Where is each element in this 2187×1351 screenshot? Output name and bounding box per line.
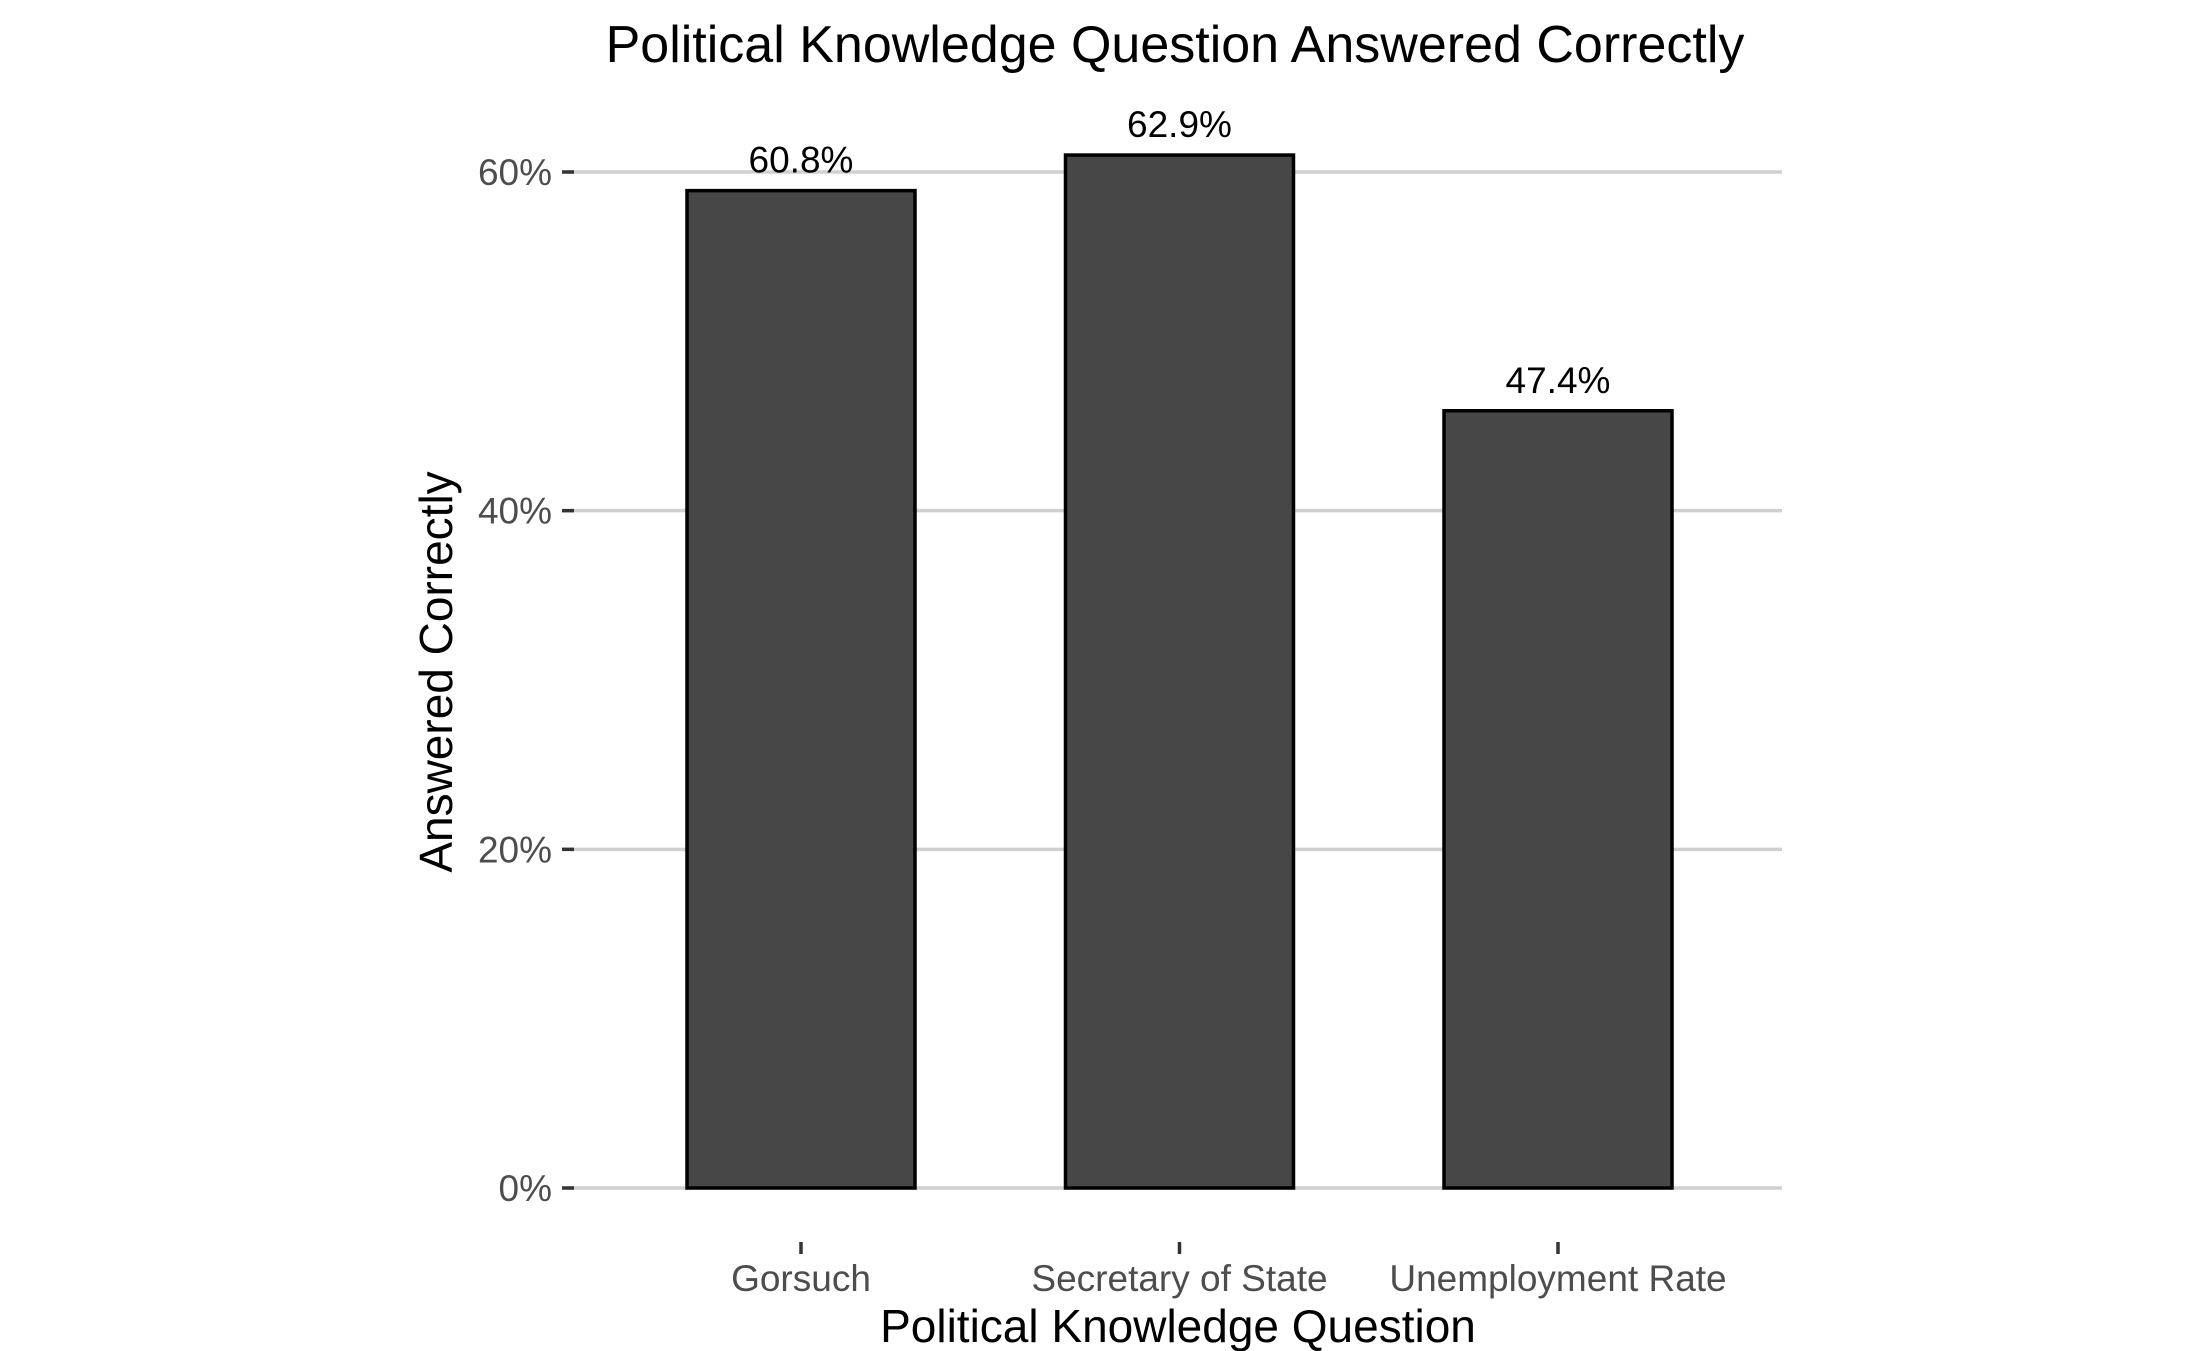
bar-value-label: 62.9% — [1127, 104, 1232, 145]
x-axis: Gorsuch Secretary of State Unemployment Ra… — [731, 1242, 1727, 1299]
y-tick-label: 40% — [478, 491, 552, 532]
bar — [1063, 153, 1296, 1190]
x-axis-title: Political Knowledge Question — [880, 1300, 1476, 1351]
x-tick-label: Gorsuch — [731, 1258, 871, 1299]
x-tick-label: Unemployment Rate — [1389, 1258, 1726, 1299]
y-tick-label: 0% — [499, 1168, 552, 1209]
y-axis: 0% 20% 40% 60% — [478, 152, 574, 1209]
bar — [685, 188, 917, 1190]
y-tick-label: 60% — [478, 152, 552, 193]
bar-value-label: 60.8% — [749, 140, 854, 181]
y-tick-label: 20% — [478, 829, 552, 870]
data-labels: 60.8% 62.9% 47.4% — [749, 104, 1611, 401]
x-tick-label: Secretary of State — [1031, 1258, 1327, 1299]
bars — [685, 153, 1674, 1190]
y-axis-title: Answered Correctly — [410, 471, 462, 872]
bar — [1442, 409, 1674, 1190]
bar-value-label: 47.4% — [1506, 360, 1611, 401]
chart-title: Political Knowledge Question Answered Co… — [606, 16, 1745, 74]
